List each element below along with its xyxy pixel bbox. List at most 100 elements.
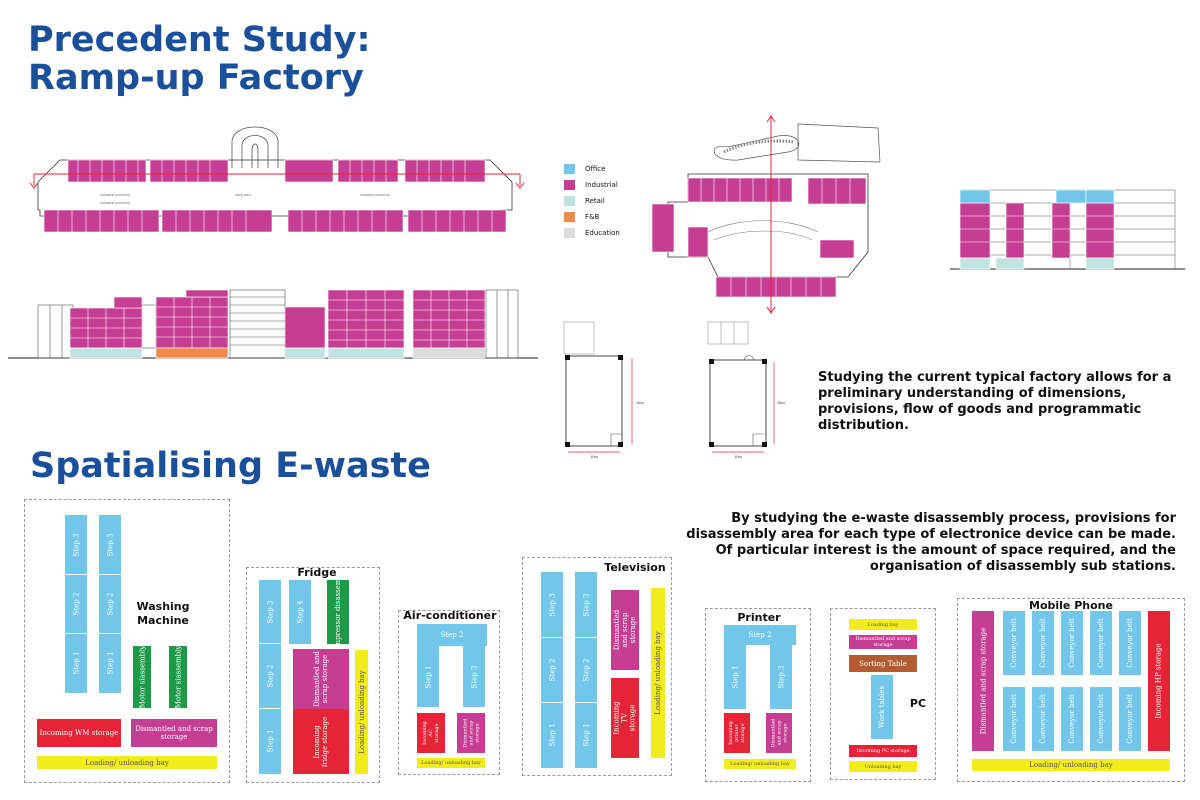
panel-fridge: Fridge Step 3 Step 2 Step 1 Step 4 Compr… (246, 566, 380, 783)
wm-motor-1: Motor siassembly (133, 646, 151, 708)
ewaste-paragraph: By studying the e-waste disassembly proc… (686, 511, 1176, 574)
wm-loading-bay: Loading/ unloading bay (37, 756, 217, 769)
spatialising-title: Spatialising E-waste (30, 446, 431, 486)
tv-step-column-2: Step 3 Step 2 Step 1 (575, 572, 597, 768)
legend-swatch (564, 228, 575, 238)
legend-item-retail: Retail (564, 194, 605, 208)
mobile-conveyor-top-2: Conveyor belt (1032, 611, 1054, 675)
panel-printer: Printer Step 2 Step 1 Step 3 Incoming pr… (705, 608, 811, 782)
wm-step2: Step 2 (72, 592, 81, 615)
fridge-incoming-storage: Incoming fridge storage (293, 709, 349, 774)
wm-step3: Step 3 (72, 533, 81, 556)
aircon-step3: Step 3 (463, 646, 485, 707)
aircon-loading-bay: Loading/ unloading bay (417, 758, 485, 768)
mobile-conveyor-top-3: Conveyor belt (1061, 611, 1083, 675)
tv-title: Television (604, 561, 666, 574)
wm-step1: Step 1 (106, 651, 115, 675)
wm-step2: Step 2 (106, 592, 115, 615)
mobile-title: Mobile Phone (1029, 599, 1113, 612)
unit-b-width: 10m (734, 454, 742, 458)
tv-step2: Step 2 (582, 658, 591, 681)
printer-loading-bay: Loading/ unloading bay (724, 759, 796, 769)
fridge-compressor: Compressor disassembly (327, 580, 349, 644)
wm-step3: Step 3 (106, 533, 115, 556)
mobile-conveyor-top-5: Conveyor belt (1119, 611, 1141, 675)
wm-step1: Step 1 (72, 651, 81, 675)
legend-item-education: Education (564, 226, 620, 240)
panel-pc: Loading bay Dismantled and scrap storage… (830, 608, 936, 780)
pc-work-tables: Work tables (871, 675, 893, 739)
tv-scrap-storage: Dismantled and scrap storage (611, 590, 639, 670)
plan-label-d: industrial workshop (100, 201, 130, 205)
tv-step3: Step 3 (548, 593, 557, 616)
printer-step3: Step 3 (770, 645, 792, 709)
precedent-title-line2: Ramp-up Factory (28, 57, 364, 98)
pc-sorting-table: Sorting Table (849, 655, 917, 672)
legend-item-office: Office (564, 162, 605, 176)
wm-title: Washing Machine (136, 600, 190, 627)
mobile-conveyor-bottom-4: Conveyor belt (1090, 687, 1112, 751)
unit-plan-a: 16m 10m (563, 321, 644, 458)
plan-label-c: ramp area (235, 193, 251, 197)
factory-floor-plan: industrial workshop ramp area industrial… (29, 126, 525, 233)
unit-a-depth: 16m (636, 400, 644, 405)
fridge-scrap-storage: Dismantled and scrap storage (293, 649, 349, 709)
mobile-conveyor-bottom-2: Conveyor belt (1032, 687, 1054, 751)
precedent-title: Precedent Study: Ramp-up Factory (28, 20, 371, 98)
mobile-conveyor-bottom-1: Conveyor belt (1003, 687, 1025, 751)
pc-loading-bay: Loading bay (849, 619, 917, 630)
mobile-loading-bay: Loading/ unloading bay (972, 759, 1170, 771)
legend-swatch (564, 196, 575, 206)
printer-scrap: Dismantled and scrap storage (766, 713, 792, 753)
panel-air-conditioner: Air-conditioner Step 2 Step 1 Step 3 Inc… (398, 609, 500, 775)
fridge-step1: Step 1 (266, 729, 275, 753)
tv-step1: Step 1 (548, 723, 557, 747)
pc-title: PC (909, 697, 927, 710)
mobile-conveyor-top-4: Conveyor belt (1090, 611, 1112, 675)
unit-b-depth: 16m (777, 400, 785, 405)
mobile-conveyor-bottom-5: Conveyor belt (1119, 687, 1141, 751)
pc-incoming-storage: Incoming PC storage (849, 745, 917, 757)
fridge-step4: Step 4 (289, 580, 311, 644)
printer-incoming: Incoming printer storage (724, 713, 750, 753)
fridge-title: Fridge (297, 566, 337, 579)
aircon-incoming: Incoming AC storage (417, 713, 445, 753)
factory-section (950, 189, 1185, 270)
legend-item-industrial: Industrial (564, 178, 618, 192)
mobile-scrap-storage: Dismantled and scrap storage (972, 611, 994, 751)
aircon-step1: Step 1 (417, 646, 439, 707)
aircon-scrap: Dismantled and scrap storage (457, 713, 485, 753)
printer-step1: Step 1 (724, 645, 746, 709)
wm-step-column-2: Step 3 Step 2 Step 1 (99, 515, 121, 693)
tv-loading-bay: Loading/ unloading bay (651, 588, 665, 758)
panel-mobile-phone: Mobile Phone Dismantled and scrap storag… (957, 598, 1185, 782)
plan-label-b: industrial workshop (360, 193, 390, 197)
fridge-step2: Step 2 (266, 664, 275, 687)
tv-step2: Step 2 (548, 658, 557, 681)
tv-step1: Step 1 (582, 723, 591, 747)
pc-unloading-bay: Unloading bay (849, 761, 917, 772)
fridge-step3: Step 3 (266, 600, 275, 623)
panel-washing-machine: Step 3 Step 2 Step 1 Step 3 Step 2 Step … (24, 499, 230, 783)
mobile-hp-storage: Incoming HP storage (1148, 611, 1170, 751)
legend-swatch (564, 180, 575, 190)
unit-plan-b: 16m 10m (707, 321, 785, 458)
factory-site-plan (651, 115, 881, 314)
tv-step-column-1: Step 3 Step 2 Step 1 (541, 572, 563, 768)
legend-swatch (564, 164, 575, 174)
mobile-conveyor-bottom-3: Conveyor belt (1061, 687, 1083, 751)
fridge-loading-bay: Loading/ unloading bay (355, 650, 368, 774)
unit-a-width: 10m (590, 454, 598, 458)
tv-step3: Step 3 (582, 593, 591, 616)
pc-scrap-storage: Dismantled and scrap storage (849, 635, 917, 649)
legend-swatch (564, 212, 575, 222)
fridge-step-column: Step 3 Step 2 Step 1 (259, 580, 281, 774)
factory-elevation (8, 289, 538, 359)
precedent-title-line1: Precedent Study: (28, 20, 371, 60)
wm-scrap-storage: Dismantled and scrap storage (131, 719, 217, 747)
tv-incoming-storage: Incoming TV storage (611, 678, 639, 758)
printer-step2: Step 2 (724, 625, 796, 645)
mobile-conveyor-top-1: Conveyor belt (1003, 611, 1025, 675)
wm-step-column-1: Step 3 Step 2 Step 1 (65, 515, 87, 693)
aircon-title: Air-conditioner (403, 609, 497, 622)
